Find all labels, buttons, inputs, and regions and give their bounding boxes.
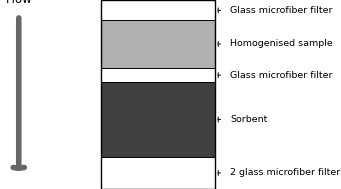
Bar (101, 1, 215, 20)
Bar (101, 20, 215, 68)
Text: 2 glass microfiber filters: 2 glass microfiber filters (230, 168, 341, 177)
Text: Flow: Flow (5, 0, 32, 6)
Text: Glass microfiber filter: Glass microfiber filter (230, 71, 333, 80)
Bar (101, 82, 215, 157)
Bar (101, 0, 215, 189)
Text: Homogenised sample: Homogenised sample (230, 40, 333, 48)
Bar (101, 157, 215, 189)
Text: Glass microfiber filter: Glass microfiber filter (230, 6, 333, 15)
Bar (101, 68, 215, 82)
Text: Sorbent: Sorbent (230, 115, 268, 124)
